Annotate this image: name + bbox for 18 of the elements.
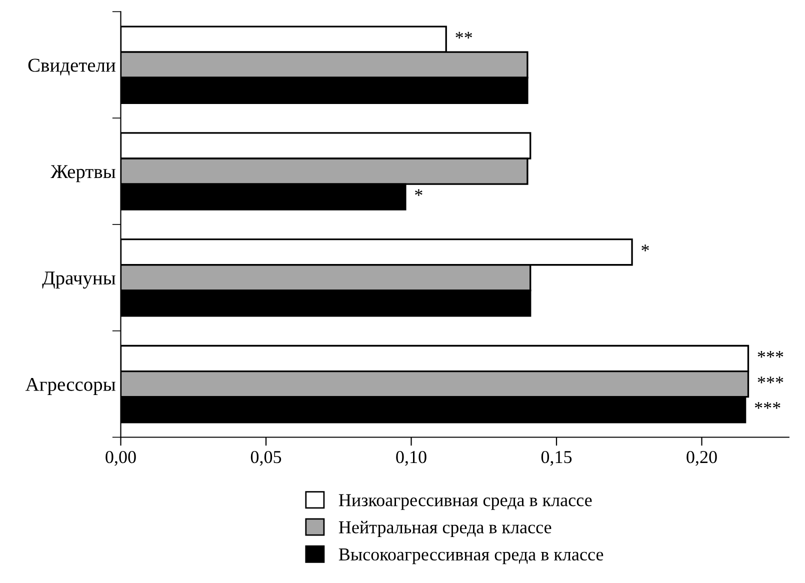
y-tick-label: Драчуны (42, 272, 116, 289)
x-tick-label: 0,20 (686, 450, 717, 466)
data-label: *** (758, 376, 784, 384)
y-tick-label: Жертвы (50, 165, 116, 182)
y-tick-label: Свидетели (28, 58, 116, 76)
x-tick-label: 0,10 (396, 450, 426, 466)
y-tick-label: Агрессоры (25, 378, 116, 395)
data-label: ** (456, 32, 472, 38)
legend-label: Низкоагрессивная среда в классе (338, 494, 592, 510)
data-label: * (642, 244, 649, 252)
data-label: * (415, 189, 422, 196)
data-label: *** (754, 402, 780, 409)
x-tick-label: 0,05 (250, 450, 282, 466)
legend-label: Нейтральная среда в классе (338, 520, 552, 538)
legend-label: Высокоагрессивная среда в классе (338, 548, 604, 564)
x-tick-label: 0,00 (106, 450, 136, 466)
x-tick-label: 0,15 (541, 450, 572, 466)
data-label: *** (758, 351, 784, 358)
